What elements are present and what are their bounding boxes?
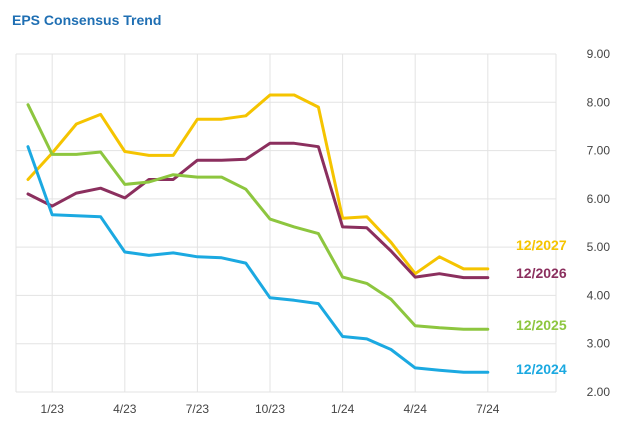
chart-title: EPS Consensus Trend: [12, 12, 162, 28]
series-line-12-2025: [26, 103, 490, 331]
series-label-12-2026: 12/2026: [516, 265, 567, 281]
series-line-12-2026: [26, 141, 490, 280]
y-tick-label: 7.00: [587, 144, 611, 158]
x-tick-label: 1/24: [331, 402, 355, 416]
x-tick-label: 10/23: [255, 402, 285, 416]
x-axis-ticks: 1/23 4/23 7/23 10/23 1/24 4/24 7/24: [41, 402, 500, 416]
series-label-12-2025: 12/2025: [516, 317, 567, 333]
x-tick-label: 4/23: [113, 402, 137, 416]
x-tick-label: 4/24: [404, 402, 428, 416]
y-tick-label: 2.00: [587, 385, 611, 399]
y-tick-label: 6.00: [587, 192, 611, 206]
x-tick-label: 7/23: [186, 402, 210, 416]
y-axis-ticks: 2.00 3.00 4.00 5.00 6.00 7.00 8.00 9.00: [587, 47, 611, 399]
y-tick-label: 3.00: [587, 337, 611, 351]
series-labels: 12/2027 12/2026 12/2025 12/2024: [516, 237, 567, 377]
series-label-12-2027: 12/2027: [516, 237, 567, 253]
x-tick-label: 7/24: [476, 402, 500, 416]
x-tick-label: 1/23: [41, 402, 65, 416]
y-tick-label: 4.00: [587, 288, 611, 302]
y-tick-label: 8.00: [587, 95, 611, 109]
series-line-12-2027: [26, 93, 490, 276]
grid: [15, 53, 557, 393]
y-tick-label: 9.00: [587, 47, 611, 61]
y-tick-label: 5.00: [587, 240, 611, 254]
series-label-12-2024: 12/2024: [516, 361, 567, 377]
series-lines: [26, 93, 490, 374]
series-line-12-2024: [26, 145, 490, 374]
